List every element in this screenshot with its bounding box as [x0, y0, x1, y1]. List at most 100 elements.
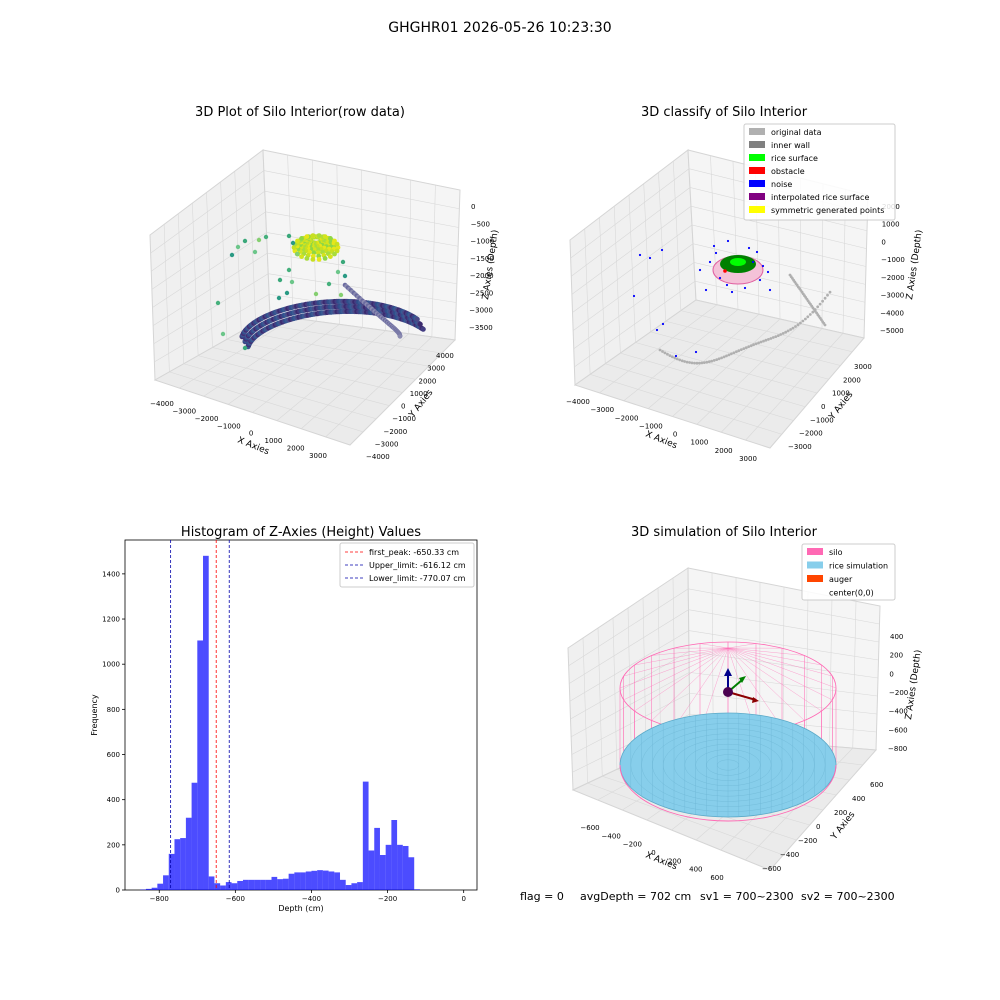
panel-4-xlabel: X Axies	[644, 851, 679, 873]
histogram-bar	[185, 817, 192, 890]
raw-point	[326, 281, 332, 287]
noise-point	[712, 244, 716, 248]
panel-4-rice-simulation	[619, 712, 837, 818]
panel-1-z-ticks: 0 −500 −1000 −1500 −2000 −2500 −3000 −3500	[469, 203, 494, 332]
raw-point	[286, 233, 292, 239]
raw-point	[310, 233, 316, 239]
classified-point	[796, 323, 800, 327]
panel-2-y-tick: −3000	[788, 443, 812, 451]
histogram-bar	[294, 872, 301, 890]
raw-point	[328, 254, 333, 259]
histogram-bar	[305, 871, 312, 890]
classified-point	[663, 351, 667, 355]
histogram-bar	[157, 883, 164, 890]
panel-4-zlabel: Z Axies (Depth)	[904, 649, 924, 720]
histogram-ylabel: Frequency	[90, 694, 99, 736]
panel-4-silo-wireframe	[619, 641, 837, 817]
classified-point	[658, 348, 662, 352]
histogram-bar	[163, 875, 169, 890]
panel-1-x-ticks: −4000−3000−2000−1000 0 1000 2000 3000	[150, 400, 327, 460]
panel-2-x-tick: −2000	[615, 414, 639, 422]
classified-point	[762, 339, 765, 343]
histogram-bar	[322, 870, 329, 890]
noise-point	[718, 276, 722, 280]
panel-2-x-tick: −3000	[590, 406, 614, 414]
noise-point	[755, 250, 759, 254]
classified-point	[776, 334, 780, 337]
raw-point	[420, 326, 426, 332]
classified-point	[791, 326, 795, 330]
classified-point	[794, 325, 797, 328]
histogram-x-tick: −200	[378, 895, 397, 903]
panel-1-y-tick: −3000	[375, 440, 399, 448]
raw-point	[338, 292, 344, 298]
panel-2-x-tick: 2000	[715, 447, 733, 455]
classified-point	[828, 290, 832, 294]
histogram-bar	[248, 879, 255, 890]
histogram-bar	[397, 844, 403, 890]
histogram-bar	[402, 845, 409, 890]
classified-point	[804, 317, 807, 321]
panel-2-legend-item-label: symmetric generated points	[771, 206, 884, 215]
classified-point	[789, 328, 792, 331]
raw-point	[290, 240, 296, 246]
classified-point	[705, 360, 709, 364]
panel-1-z-tick: 0	[471, 203, 475, 211]
panel-2-y-tick: −1000	[810, 416, 834, 424]
classified-point	[690, 361, 694, 365]
panel-2-legend: original data inner wall rice surface obsta…	[743, 123, 896, 221]
panel-2-x-tick: −4000	[566, 398, 590, 406]
raw-point	[299, 236, 304, 241]
histogram-y-tick: 600	[107, 751, 120, 759]
classified-point	[730, 352, 733, 356]
raw-point	[235, 244, 241, 250]
raw-point	[252, 249, 258, 255]
histogram-bar	[379, 855, 386, 890]
flag-text: flag = 0	[520, 890, 564, 903]
classified-point	[666, 352, 669, 356]
classified-point	[715, 358, 719, 361]
classified-point	[816, 305, 820, 309]
raw-point	[286, 267, 292, 273]
histogram-y-tick: 200	[107, 841, 120, 849]
panel-3d-classify: 3D classify of Silo Interior −4000−3000−…	[566, 105, 925, 463]
classified-point	[771, 336, 775, 339]
classified-point	[668, 354, 672, 357]
classified-point	[826, 293, 829, 297]
noise-point	[751, 260, 755, 264]
raw-point	[414, 316, 420, 322]
classified-point	[769, 337, 773, 340]
panel-4-silo-wireframe-front	[619, 764, 837, 822]
raw-point	[304, 256, 310, 261]
histogram-bar	[242, 879, 249, 890]
histogram-bar	[265, 879, 272, 890]
histogram-reference-lines	[170, 540, 230, 890]
histogram-bar	[300, 872, 306, 890]
histogram-y-ticks: 0 200 400 600 800 1000 1200 1400	[102, 570, 125, 895]
panel-2-z-tick: 1000	[882, 221, 900, 229]
histogram-legend-label: first_peak: -650.33 cm	[369, 548, 459, 557]
classified-point	[695, 361, 699, 365]
panel-2-legend-item-swatch	[749, 128, 765, 135]
classified-point	[678, 358, 682, 362]
raw-point	[342, 273, 348, 279]
panel-4-z-tick: 200	[890, 652, 903, 660]
histogram-bar	[414, 889, 420, 890]
noise-point	[661, 322, 665, 326]
panel-1-title: 3D Plot of Silo Interior(row data)	[195, 105, 405, 120]
raw-point	[313, 291, 319, 297]
panel-2-x-tick: 3000	[739, 455, 757, 463]
histogram-y-tick: 1400	[102, 570, 120, 578]
panel-4-y-tick: 600	[870, 781, 883, 789]
panel-2-legend-item-label: rice surface	[771, 154, 818, 163]
histogram-bar	[254, 879, 261, 890]
classified-point	[806, 315, 810, 319]
histogram-x-tick: −400	[302, 895, 321, 903]
classified-point	[821, 299, 824, 303]
raw-point	[277, 277, 283, 283]
histogram-y-tick: 800	[107, 706, 120, 714]
classified-point	[737, 349, 741, 353]
figure-suptitle: GHGHR01 2026-05-26 10:23:30	[388, 20, 611, 36]
classified-point	[702, 361, 706, 364]
panel-3d-simulation: 3D simulation of Silo Interior −600−400−…	[567, 525, 924, 882]
